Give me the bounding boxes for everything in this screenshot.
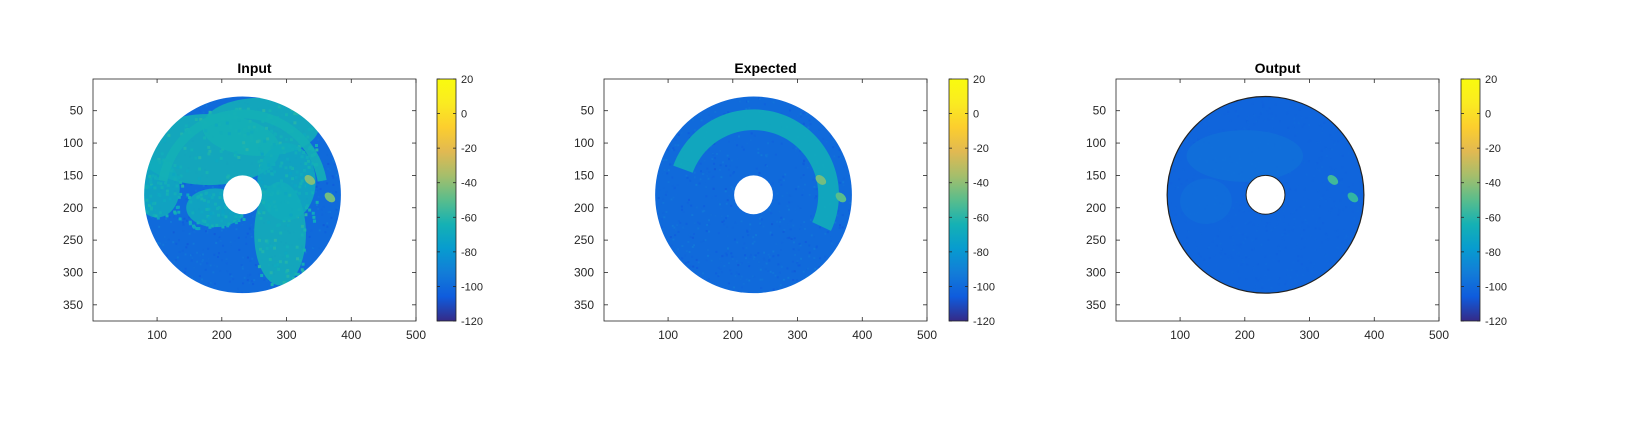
y-tick-label: 150 bbox=[574, 168, 594, 182]
colorbar-tick-label: 20 bbox=[973, 74, 985, 86]
y-tick-label: 250 bbox=[574, 233, 594, 247]
y-tick-label: 350 bbox=[63, 298, 83, 312]
y-tick-label: 50 bbox=[1093, 104, 1107, 118]
heatmap-arc bbox=[158, 109, 327, 182]
heatmap-image bbox=[1116, 79, 1439, 321]
colorbar-tick-label: -20 bbox=[973, 143, 989, 155]
colorbar-tick-label: 0 bbox=[461, 109, 467, 121]
y-tick-label: 350 bbox=[1086, 298, 1106, 312]
hot-spot bbox=[304, 175, 316, 185]
colorbar bbox=[1460, 78, 1481, 322]
y-tick-label: 200 bbox=[1086, 201, 1106, 215]
x-tick-label: 300 bbox=[1300, 328, 1320, 342]
heatmap-arc bbox=[673, 109, 839, 231]
disc-outline bbox=[1166, 95, 1365, 294]
chart-title: Output bbox=[1255, 60, 1301, 76]
hot-spot bbox=[1327, 175, 1339, 185]
colorbar bbox=[948, 78, 969, 322]
colorbar-tick-label: 0 bbox=[973, 109, 979, 121]
x-tick-label: 400 bbox=[341, 328, 361, 342]
heatmap-image bbox=[604, 79, 927, 321]
chart-title: Expected bbox=[734, 60, 796, 76]
colorbar bbox=[436, 78, 457, 322]
y-tick-label: 100 bbox=[63, 136, 83, 150]
colorbar-tick-label: -40 bbox=[973, 178, 989, 190]
axes-box bbox=[1115, 78, 1440, 322]
x-tick-label: 500 bbox=[1429, 328, 1449, 342]
colorbar-tick-label: 20 bbox=[461, 74, 473, 86]
y-tick-label: 150 bbox=[63, 168, 83, 182]
heatmap-image bbox=[93, 79, 416, 321]
heatmap-region bbox=[1186, 130, 1304, 182]
y-tick-label: 150 bbox=[1086, 168, 1106, 182]
chart-title: Input bbox=[237, 60, 272, 76]
colorbar-tick-label: 0 bbox=[1485, 109, 1491, 121]
x-tick-label: 200 bbox=[212, 328, 232, 342]
y-tick-label: 50 bbox=[70, 104, 84, 118]
axes-box bbox=[92, 78, 417, 322]
x-tick-label: 300 bbox=[277, 328, 297, 342]
x-tick-label: 500 bbox=[406, 328, 426, 342]
x-tick-label: 400 bbox=[852, 328, 872, 342]
x-tick-label: 200 bbox=[723, 328, 743, 342]
hot-spot bbox=[815, 175, 827, 185]
y-tick-label: 300 bbox=[1086, 265, 1106, 279]
colorbar-tick-label: -100 bbox=[973, 281, 995, 293]
y-tick-label: 200 bbox=[574, 201, 594, 215]
x-tick-label: 300 bbox=[788, 328, 808, 342]
colorbar-tick-label: -80 bbox=[461, 247, 477, 259]
colorbar-tick-label: -80 bbox=[973, 247, 989, 259]
colorbar-tick-label: -120 bbox=[1485, 316, 1507, 328]
y-tick-label: 350 bbox=[574, 298, 594, 312]
y-tick-label: 100 bbox=[1086, 136, 1106, 150]
axes-box bbox=[603, 78, 928, 322]
x-tick-label: 500 bbox=[917, 328, 937, 342]
y-tick-label: 200 bbox=[63, 201, 83, 215]
hot-spot bbox=[835, 192, 847, 203]
hot-spot bbox=[324, 192, 336, 203]
y-tick-label: 50 bbox=[581, 104, 595, 118]
x-tick-label: 400 bbox=[1364, 328, 1384, 342]
x-tick-label: 100 bbox=[1170, 328, 1190, 342]
x-tick-label: 100 bbox=[658, 328, 678, 342]
colorbar-tick-label: -20 bbox=[461, 143, 477, 155]
disc-background bbox=[1116, 79, 1439, 321]
y-tick-label: 300 bbox=[574, 265, 594, 279]
hole-outline bbox=[1245, 174, 1286, 215]
colorbar-tick-label: 20 bbox=[1485, 74, 1497, 86]
x-tick-label: 200 bbox=[1235, 328, 1255, 342]
x-tick-label: 100 bbox=[147, 328, 167, 342]
heatmap-region bbox=[257, 143, 316, 221]
colorbar-tick-label: -60 bbox=[461, 212, 477, 224]
colorbar-tick-label: -120 bbox=[461, 316, 483, 328]
colorbar-tick-label: -100 bbox=[461, 281, 483, 293]
colorbar-tick-label: -60 bbox=[1485, 212, 1501, 224]
colorbar-tick-label: -20 bbox=[1485, 143, 1501, 155]
colorbar-tick-label: -100 bbox=[1485, 281, 1507, 293]
heatmap-region bbox=[202, 97, 319, 156]
heatmap-region bbox=[1180, 178, 1232, 224]
colorbar-tick-label: -40 bbox=[461, 178, 477, 190]
y-tick-label: 300 bbox=[63, 265, 83, 279]
colorbar-tick-label: -120 bbox=[973, 316, 995, 328]
hot-spot bbox=[1347, 192, 1359, 203]
colorbar-tick-label: -80 bbox=[1485, 247, 1501, 259]
y-tick-label: 100 bbox=[574, 136, 594, 150]
colorbar-tick-label: -40 bbox=[1485, 178, 1501, 190]
y-tick-label: 250 bbox=[1086, 233, 1106, 247]
y-tick-label: 250 bbox=[63, 233, 83, 247]
colorbar-tick-label: -60 bbox=[973, 212, 989, 224]
